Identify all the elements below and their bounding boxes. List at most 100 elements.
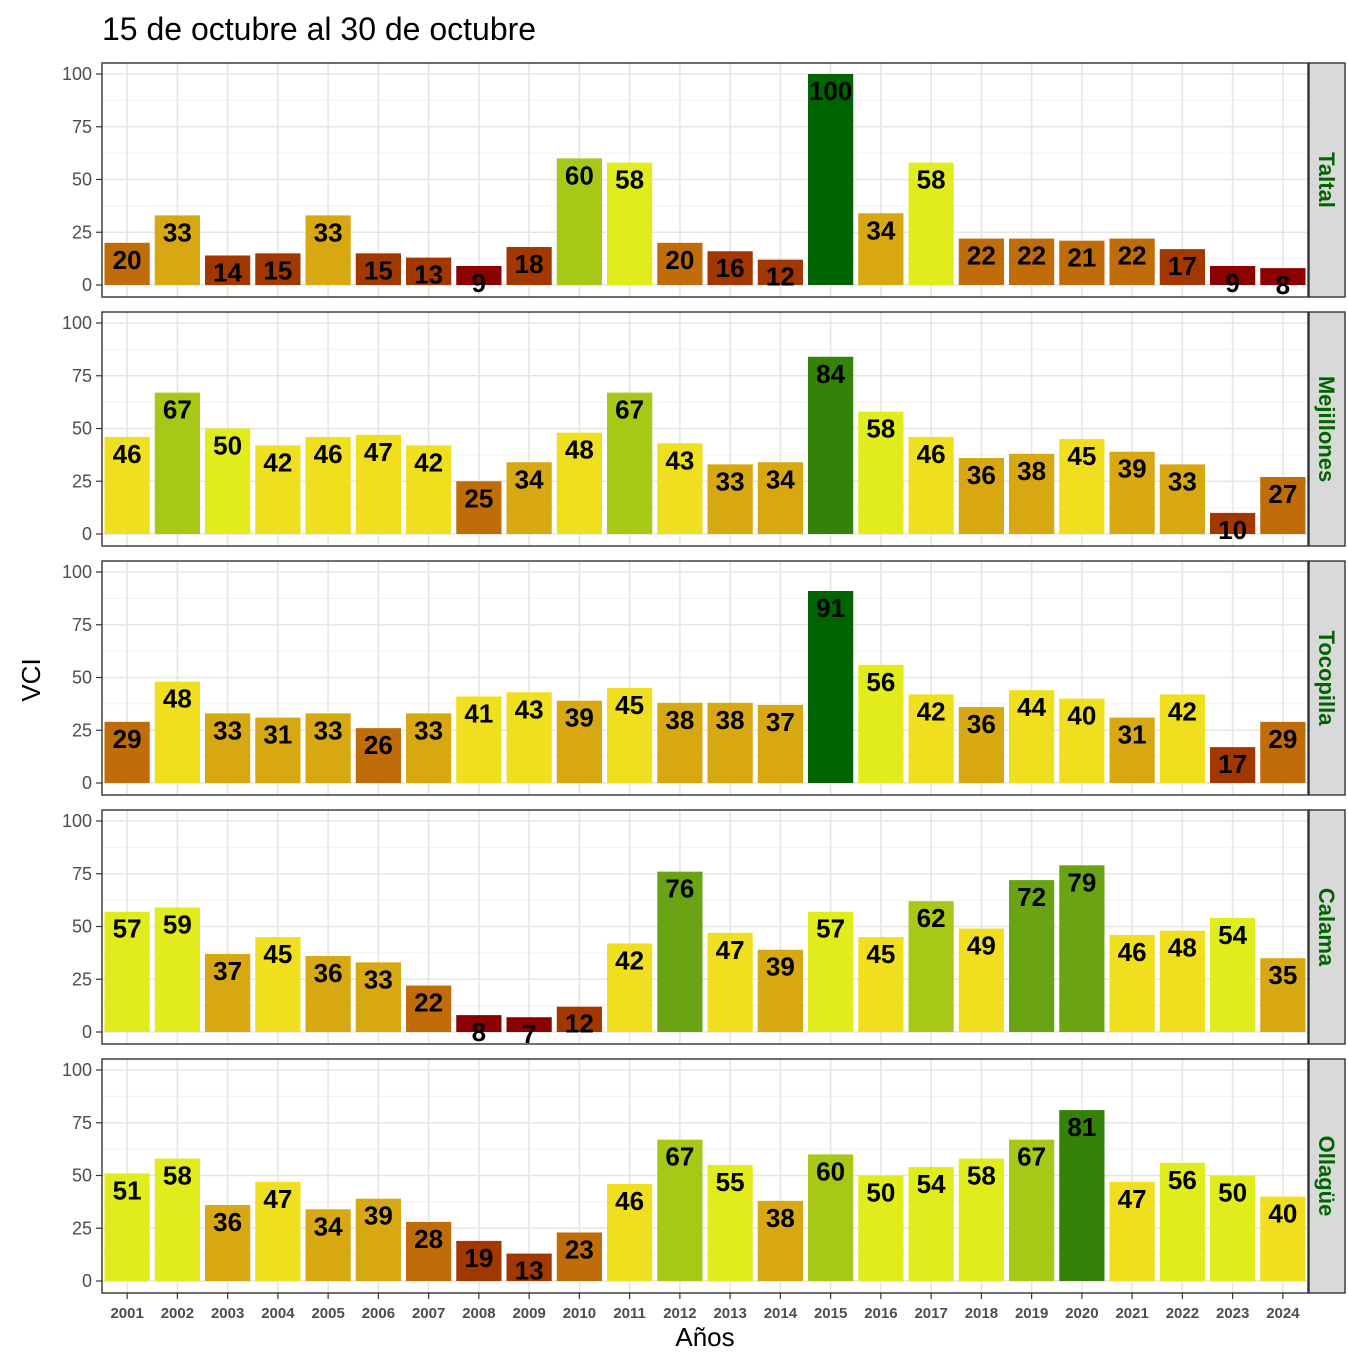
x-tick-label: 2011 <box>613 1305 646 1322</box>
y-tick-label: 50 <box>72 917 92 937</box>
bar-ollagüe-2023 <box>1210 1175 1256 1281</box>
bar-tocopilla-2010 <box>556 700 602 783</box>
bar-ollagüe-2009 <box>506 1253 552 1281</box>
bar-value-label: 22 <box>414 988 443 1018</box>
bar-value-label: 42 <box>1168 696 1197 726</box>
bar-value-label: 35 <box>1268 960 1297 990</box>
panel-border <box>101 809 1309 1045</box>
bar-ollagüe-2016 <box>858 1175 904 1281</box>
bar-taltal-2010 <box>556 158 602 285</box>
bar-value-label: 25 <box>464 483 493 513</box>
bar-ollagüe-2001 <box>104 1173 150 1281</box>
bar-calama-2008 <box>456 1015 502 1032</box>
x-axis-title: Años <box>675 1322 734 1352</box>
bar-value-label: 29 <box>1268 724 1297 754</box>
bar-value-label: 18 <box>515 249 544 279</box>
bar-ollagüe-2014 <box>757 1200 803 1281</box>
bar-taltal-2012 <box>657 242 703 285</box>
bar-value-label: 39 <box>565 703 594 733</box>
bar-calama-2019 <box>1009 880 1055 1032</box>
x-tick-labels: 2001 2002 2003 2004 2005 2006 2007 2008 2009 2010… <box>110 1293 1300 1322</box>
bar-taltal-2006 <box>355 253 401 285</box>
bar-tocopilla-2017 <box>908 694 954 783</box>
bar-taltal-2016 <box>858 213 904 285</box>
bar-calama-2022 <box>1159 930 1205 1032</box>
bar-value-label: 47 <box>1118 1184 1147 1214</box>
panel-calama: 0 25 50 75 100 57 59 37 45 36 33 22 8 7 12 42 76 47 39 57 45… <box>62 809 1346 1049</box>
bar-value-label: 19 <box>464 1243 493 1273</box>
bar-mejillones-2007 <box>406 445 452 534</box>
bar-calama-2013 <box>707 932 753 1032</box>
bar-value-label: 45 <box>263 939 292 969</box>
bar-ollagüe-2005 <box>305 1209 351 1281</box>
bar-calama-2012 <box>657 871 703 1032</box>
bar-value-label: 7 <box>522 1019 536 1049</box>
bar-tocopilla-2022 <box>1159 694 1205 783</box>
bar-tocopilla-2013 <box>707 702 753 783</box>
bar-value-label: 43 <box>665 445 694 475</box>
bar-value-label: 91 <box>816 593 845 623</box>
bar-ollagüe-2003 <box>205 1205 251 1281</box>
bar-taltal-2007 <box>406 257 452 285</box>
bar-ollagüe-2008 <box>456 1240 502 1281</box>
bar-value-label: 57 <box>816 914 845 944</box>
bar-value-label: 33 <box>213 715 242 745</box>
bar-value-label: 31 <box>1118 720 1147 750</box>
bar-value-label: 49 <box>967 931 996 961</box>
bar-value-label: 16 <box>716 253 745 283</box>
bar-mejillones-2008 <box>456 481 502 534</box>
bar-value-label: 58 <box>967 1161 996 1191</box>
y-tick-label: 50 <box>72 419 92 439</box>
bar-value-label: 43 <box>515 694 544 724</box>
bar-calama-2006 <box>355 962 401 1032</box>
bar-taltal-2019 <box>1009 238 1055 285</box>
bar-value-label: 46 <box>917 439 946 469</box>
bar-value-label: 42 <box>615 945 644 975</box>
bar-ollagüe-2012 <box>657 1139 703 1281</box>
x-tick-label: 2022 <box>1166 1305 1199 1322</box>
bar-value-label: 36 <box>967 709 996 739</box>
y-tick-label: 100 <box>62 64 92 84</box>
bar-mejillones-2020 <box>1059 439 1105 534</box>
x-tick-label: 2024 <box>1266 1305 1300 1322</box>
bar-value-label: 67 <box>1017 1142 1046 1172</box>
bar-value-label: 13 <box>515 1256 544 1286</box>
bar-value-label: 67 <box>163 395 192 425</box>
bar-value-label: 40 <box>1268 1199 1297 1229</box>
bar-mejillones-2005 <box>305 436 351 534</box>
y-tick-label: 75 <box>72 615 92 635</box>
bar-value-label: 22 <box>1118 241 1147 271</box>
x-tick-label: 2003 <box>211 1305 244 1322</box>
bar-ollagüe-2020 <box>1059 1110 1105 1281</box>
bar-ollagüe-2015 <box>808 1154 854 1281</box>
x-tick-label: 2012 <box>663 1305 696 1322</box>
bar-tocopilla-2011 <box>607 688 653 783</box>
bar-taltal-2017 <box>908 162 954 285</box>
bar-tocopilla-2021 <box>1109 717 1155 783</box>
bar-value-label: 37 <box>213 956 242 986</box>
bar-value-label: 15 <box>263 255 292 285</box>
y-tick-label: 25 <box>72 222 92 242</box>
bar-value-label: 17 <box>1218 749 1247 779</box>
bar-value-label: 46 <box>615 1186 644 1216</box>
x-tick-label: 2021 <box>1115 1305 1148 1322</box>
bar-value-label: 33 <box>314 715 343 745</box>
bar-taltal-2008 <box>456 266 502 285</box>
bar-mejillones-2016 <box>858 411 904 534</box>
bar-tocopilla-2018 <box>958 707 1004 783</box>
y-tick-label: 50 <box>72 668 92 688</box>
x-tick-label: 2006 <box>362 1305 395 1322</box>
bar-value-label: 56 <box>866 667 895 697</box>
bar-value-label: 51 <box>113 1175 142 1205</box>
bar-value-label: 28 <box>414 1224 443 1254</box>
bar-ollagüe-2007 <box>406 1221 452 1281</box>
panel-mejillones: 0 25 50 75 100 46 67 50 42 46 47 42 25 34 48 67 43 33 34 84… <box>62 311 1346 547</box>
bar-ollagüe-2010 <box>556 1232 602 1281</box>
bar-value-label: 39 <box>364 1201 393 1231</box>
bar-calama-2010 <box>556 1006 602 1032</box>
bar-tocopilla-2005 <box>305 713 351 783</box>
bar-tocopilla-2009 <box>506 692 552 783</box>
bar-value-label: 9 <box>472 268 486 298</box>
y-tick-label: 100 <box>62 811 92 831</box>
y-tick-label: 0 <box>82 1022 92 1042</box>
